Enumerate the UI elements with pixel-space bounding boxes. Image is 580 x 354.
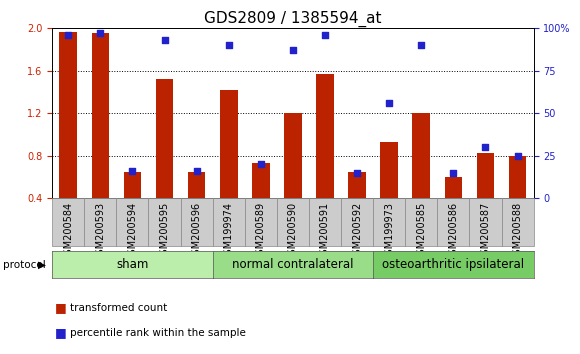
- Point: [353, 170, 362, 176]
- Point: [320, 32, 329, 38]
- Bar: [277, 198, 309, 246]
- Bar: [380, 142, 398, 198]
- Text: GSM200591: GSM200591: [320, 201, 330, 261]
- Bar: [509, 156, 527, 198]
- Text: percentile rank within the sample: percentile rank within the sample: [70, 328, 245, 338]
- Text: GSM200589: GSM200589: [256, 201, 266, 261]
- Bar: [180, 198, 213, 246]
- Point: [513, 153, 522, 159]
- Point: [416, 42, 426, 48]
- Point: [256, 161, 266, 167]
- Bar: [59, 32, 77, 198]
- Bar: [124, 172, 142, 198]
- Bar: [284, 113, 302, 198]
- Text: GSM200587: GSM200587: [480, 201, 491, 261]
- Text: protocol: protocol: [3, 259, 46, 270]
- Point: [449, 170, 458, 176]
- Text: GSM199973: GSM199973: [384, 201, 394, 261]
- Bar: [188, 172, 205, 198]
- Bar: [477, 153, 494, 198]
- Text: GSM200595: GSM200595: [160, 201, 169, 261]
- Text: GSM199974: GSM199974: [224, 201, 234, 261]
- Text: GSM200593: GSM200593: [95, 201, 106, 261]
- Bar: [213, 198, 245, 246]
- Point: [385, 100, 394, 106]
- Bar: [444, 177, 462, 198]
- Bar: [405, 198, 437, 246]
- Bar: [373, 198, 405, 246]
- Point: [64, 32, 73, 38]
- Bar: [469, 198, 502, 246]
- Text: ■: ■: [55, 302, 67, 314]
- Bar: [117, 198, 148, 246]
- Title: GDS2809 / 1385594_at: GDS2809 / 1385594_at: [204, 11, 382, 27]
- Text: normal contralateral: normal contralateral: [232, 258, 354, 271]
- Text: osteoarthritic ipsilateral: osteoarthritic ipsilateral: [382, 258, 524, 271]
- Text: GSM200586: GSM200586: [448, 201, 458, 261]
- Text: transformed count: transformed count: [70, 303, 167, 313]
- Bar: [437, 198, 469, 246]
- Bar: [220, 90, 238, 198]
- Bar: [348, 172, 366, 198]
- Bar: [92, 33, 109, 198]
- Point: [224, 42, 233, 48]
- Bar: [155, 79, 173, 198]
- Text: GSM200584: GSM200584: [63, 201, 73, 261]
- Point: [481, 144, 490, 150]
- Bar: [412, 113, 430, 198]
- Bar: [245, 198, 277, 246]
- Text: GSM200596: GSM200596: [191, 201, 202, 261]
- Text: ▶: ▶: [38, 259, 46, 270]
- Text: sham: sham: [116, 258, 148, 271]
- Point: [128, 168, 137, 174]
- Bar: [309, 198, 341, 246]
- Text: GSM200590: GSM200590: [288, 201, 298, 261]
- Bar: [252, 163, 270, 198]
- Point: [192, 168, 201, 174]
- Text: ■: ■: [55, 326, 67, 339]
- Point: [160, 38, 169, 43]
- Text: GSM200594: GSM200594: [128, 201, 137, 261]
- Bar: [84, 198, 117, 246]
- Point: [96, 30, 105, 36]
- Bar: [148, 198, 180, 246]
- Bar: [502, 198, 534, 246]
- Text: GSM200585: GSM200585: [416, 201, 426, 261]
- Point: [288, 47, 298, 53]
- Bar: [341, 198, 373, 246]
- Bar: [316, 74, 334, 198]
- Bar: [52, 198, 84, 246]
- Text: GSM200592: GSM200592: [352, 201, 362, 261]
- Text: GSM200588: GSM200588: [513, 201, 523, 261]
